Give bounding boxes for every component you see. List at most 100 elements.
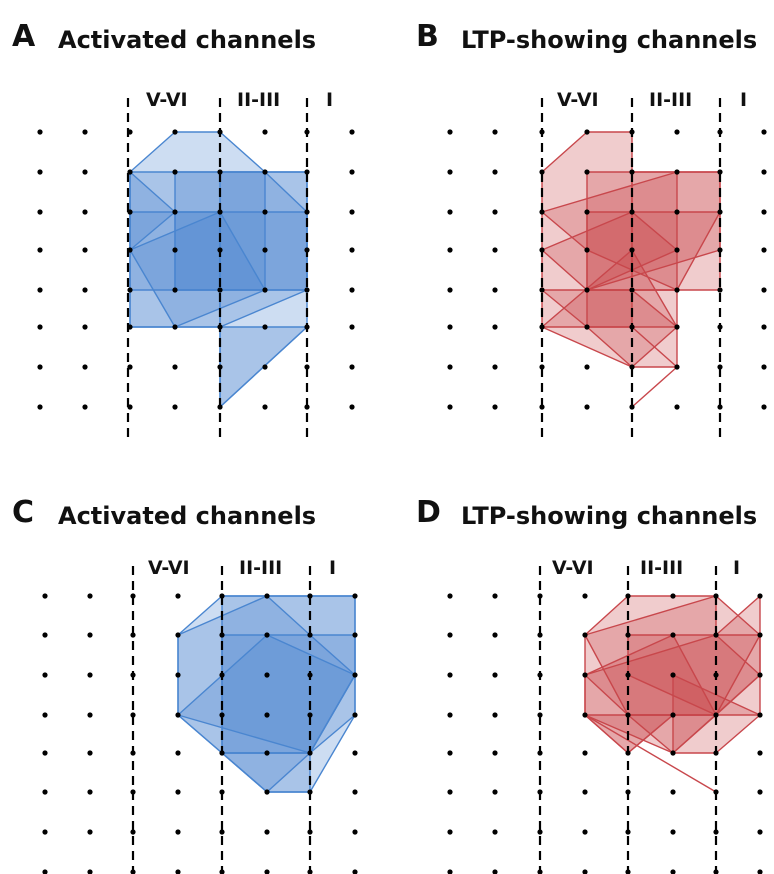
layer-label-ii-iii: II-III xyxy=(237,89,280,111)
electrode-dot xyxy=(492,829,498,835)
electrode-dot xyxy=(130,829,136,835)
electrode-dot xyxy=(264,632,270,638)
electrode-dot xyxy=(492,129,498,135)
electrode-dot xyxy=(130,632,136,638)
electrode-dot xyxy=(537,672,543,678)
electrode-dot xyxy=(349,209,355,215)
electrode-dot xyxy=(447,247,453,253)
panel-a: A Activated channels V-VI II-III I xyxy=(12,19,355,440)
electrode-dot xyxy=(713,593,719,599)
electrode-dot xyxy=(492,364,498,370)
electrode-dot xyxy=(492,247,498,253)
electrode-dot xyxy=(757,789,763,795)
electrode-dot xyxy=(219,672,225,678)
electrode-dot xyxy=(761,287,767,293)
electrode-dot xyxy=(264,789,270,795)
electrode-dot xyxy=(717,287,723,293)
electrode-dot xyxy=(217,169,223,175)
electrode-dot xyxy=(447,364,453,370)
electrode-dot xyxy=(87,789,93,795)
electrode-dot xyxy=(307,750,313,756)
electrode-dot xyxy=(175,712,181,718)
electrode-dot xyxy=(130,789,136,795)
electrode-dot xyxy=(713,789,719,795)
electrode-dot xyxy=(674,209,680,215)
activation-region xyxy=(177,595,356,793)
electrode-dot xyxy=(492,287,498,293)
electrode-dot xyxy=(761,247,767,253)
electrode-dot xyxy=(37,209,43,215)
electrode-dot xyxy=(87,869,93,874)
electrode-dot xyxy=(87,712,93,718)
electrode-dot xyxy=(447,593,453,599)
electrode-dot xyxy=(447,789,453,795)
electrode-dot xyxy=(217,324,223,330)
electrode-dot xyxy=(629,364,635,370)
electrode-dot xyxy=(352,712,358,718)
electrode-dot xyxy=(717,169,723,175)
electrode-dot xyxy=(304,209,310,215)
electrode-dot xyxy=(37,364,43,370)
electrode-dot xyxy=(582,672,588,678)
electrode-dot xyxy=(761,364,767,370)
electrode-dot xyxy=(713,672,719,678)
electrode-dot xyxy=(492,209,498,215)
electrode-dot xyxy=(584,404,590,410)
electrode-dot xyxy=(670,869,676,874)
electrode-dot xyxy=(352,829,358,835)
electrode-dot xyxy=(537,632,543,638)
electrode-dot xyxy=(447,169,453,175)
electrode-dot xyxy=(352,750,358,756)
electrode-dot xyxy=(304,404,310,410)
electrode-dot xyxy=(674,169,680,175)
electrode-dot xyxy=(537,750,543,756)
electrode-dot xyxy=(761,404,767,410)
electrode-dot xyxy=(629,404,635,410)
electrode-dot xyxy=(537,593,543,599)
electrode-dot xyxy=(82,287,88,293)
electrode-dot xyxy=(539,404,545,410)
electrode-dot xyxy=(717,324,723,330)
electrode-dot xyxy=(625,593,631,599)
electrode-dot xyxy=(674,404,680,410)
electrode-dot xyxy=(584,169,590,175)
channel-link-line xyxy=(631,326,678,368)
layer-label-i: I xyxy=(326,89,333,111)
electrode-dot xyxy=(82,247,88,253)
electrode-dot xyxy=(625,632,631,638)
electrode-dot xyxy=(304,169,310,175)
electrode-dot xyxy=(625,789,631,795)
electrode-dot xyxy=(127,324,133,330)
electrode-dot xyxy=(264,712,270,718)
electrode-dot xyxy=(217,129,223,135)
electrode-dot xyxy=(584,247,590,253)
electrode-dot xyxy=(127,247,133,253)
electrode-dot xyxy=(713,750,719,756)
electrode-dot xyxy=(175,829,181,835)
electrode-dot xyxy=(352,593,358,599)
layer-label-v-vi: V-VI xyxy=(148,557,190,579)
electrode-dot xyxy=(82,404,88,410)
electrode-dot xyxy=(629,169,635,175)
panel-c: C Activated channels V-VI II-III I xyxy=(12,495,358,874)
electrode-dot xyxy=(713,829,719,835)
layer-label-i: I xyxy=(740,89,747,111)
electrode-dot xyxy=(757,593,763,599)
electrode-dot xyxy=(670,672,676,678)
layer-label-v-vi: V-VI xyxy=(146,89,188,111)
electrode-dot xyxy=(713,712,719,718)
panel-letter: B xyxy=(416,19,439,54)
electrode-dot xyxy=(307,789,313,795)
electrode-dot xyxy=(492,404,498,410)
electrode-dot xyxy=(264,829,270,835)
electrode-dot xyxy=(492,169,498,175)
electrode-dot xyxy=(352,672,358,678)
electrode-dot xyxy=(262,324,268,330)
electrode-dot xyxy=(537,789,543,795)
electrode-dot xyxy=(175,632,181,638)
electrode-dot xyxy=(304,287,310,293)
electrode-dot xyxy=(304,247,310,253)
electrode-dot xyxy=(582,632,588,638)
layer-label-ii-iii: II-III xyxy=(640,557,683,579)
electrode-dot xyxy=(761,324,767,330)
